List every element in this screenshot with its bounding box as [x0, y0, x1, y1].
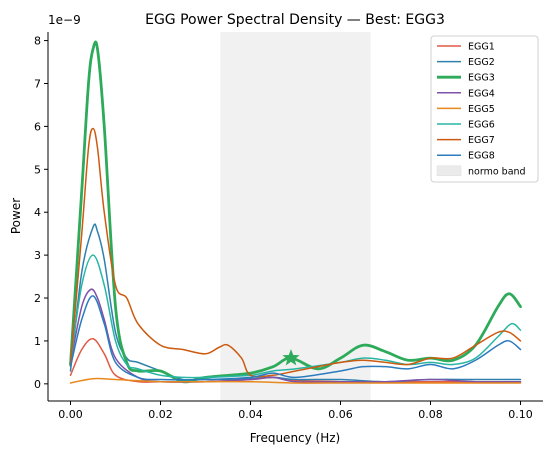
series-line-egg7	[69, 127, 522, 378]
series-line-egg8	[69, 295, 522, 381]
best-star-marker	[282, 349, 300, 366]
y-tick-label: 1	[34, 335, 41, 348]
x-axis-label: Frequency (Hz)	[250, 431, 341, 445]
legend: EGG1 EGG2 EGG3 EGG4 EGG5 EGG6 EGG7 EGG8 normo ba…	[430, 35, 539, 183]
normo-band-layer	[220, 32, 371, 401]
chart-title: EGG Power Spectral Density — Best: EGG3	[145, 12, 445, 28]
x-ticks: 0.00 0.02 0.04 0.06 0.08 0.10	[58, 401, 533, 421]
best-marker-layer	[282, 349, 300, 366]
series-line-egg5	[69, 377, 522, 384]
y-tick-label: 0	[34, 378, 41, 391]
y-axis-label: Power	[9, 198, 23, 234]
y-ticks: 0 1 2 3 4 5 6 7 8	[34, 35, 48, 391]
legend-label-egg6: EGG6	[468, 120, 495, 131]
y-tick-label: 2	[34, 292, 41, 305]
y-tick-label: 6	[34, 120, 41, 133]
legend-frame	[430, 35, 539, 183]
axes	[47, 32, 543, 402]
legend-label-egg3: EGG3	[468, 73, 495, 84]
legend-label-egg2: EGG2	[468, 57, 495, 68]
series-layer	[69, 40, 522, 384]
normo-band	[220, 32, 371, 401]
x-tick-label: 0.00	[58, 408, 83, 421]
legend-label-egg8: EGG8	[468, 151, 495, 162]
series-line-egg3	[69, 40, 522, 384]
x-tick-label: 0.02	[148, 408, 173, 421]
y-exponent-label: 1e−9	[48, 13, 81, 27]
legend-label-egg7: EGG7	[468, 135, 495, 146]
x-tick-label: 0.08	[418, 408, 443, 421]
y-tick-label: 4	[34, 206, 41, 219]
series-line-egg6	[69, 254, 522, 379]
y-tick-label: 3	[34, 249, 41, 262]
legend-label-egg4: EGG4	[468, 88, 495, 99]
x-tick-label: 0.10	[508, 408, 533, 421]
legend-items: EGG1 EGG2 EGG3 EGG4 EGG5 EGG6 EGG7 EGG8 normo ba…	[436, 42, 526, 177]
legend-label-band: normo band	[468, 166, 526, 177]
x-tick-label: 0.06	[328, 408, 353, 421]
legend-swatch-band	[436, 165, 462, 177]
y-tick-label: 7	[34, 77, 41, 90]
legend-label-egg5: EGG5	[468, 104, 495, 115]
x-tick-label: 0.04	[238, 408, 263, 421]
legend-label-egg1: EGG1	[468, 42, 495, 53]
y-tick-label: 5	[34, 163, 41, 176]
y-tick-label: 8	[34, 35, 41, 48]
